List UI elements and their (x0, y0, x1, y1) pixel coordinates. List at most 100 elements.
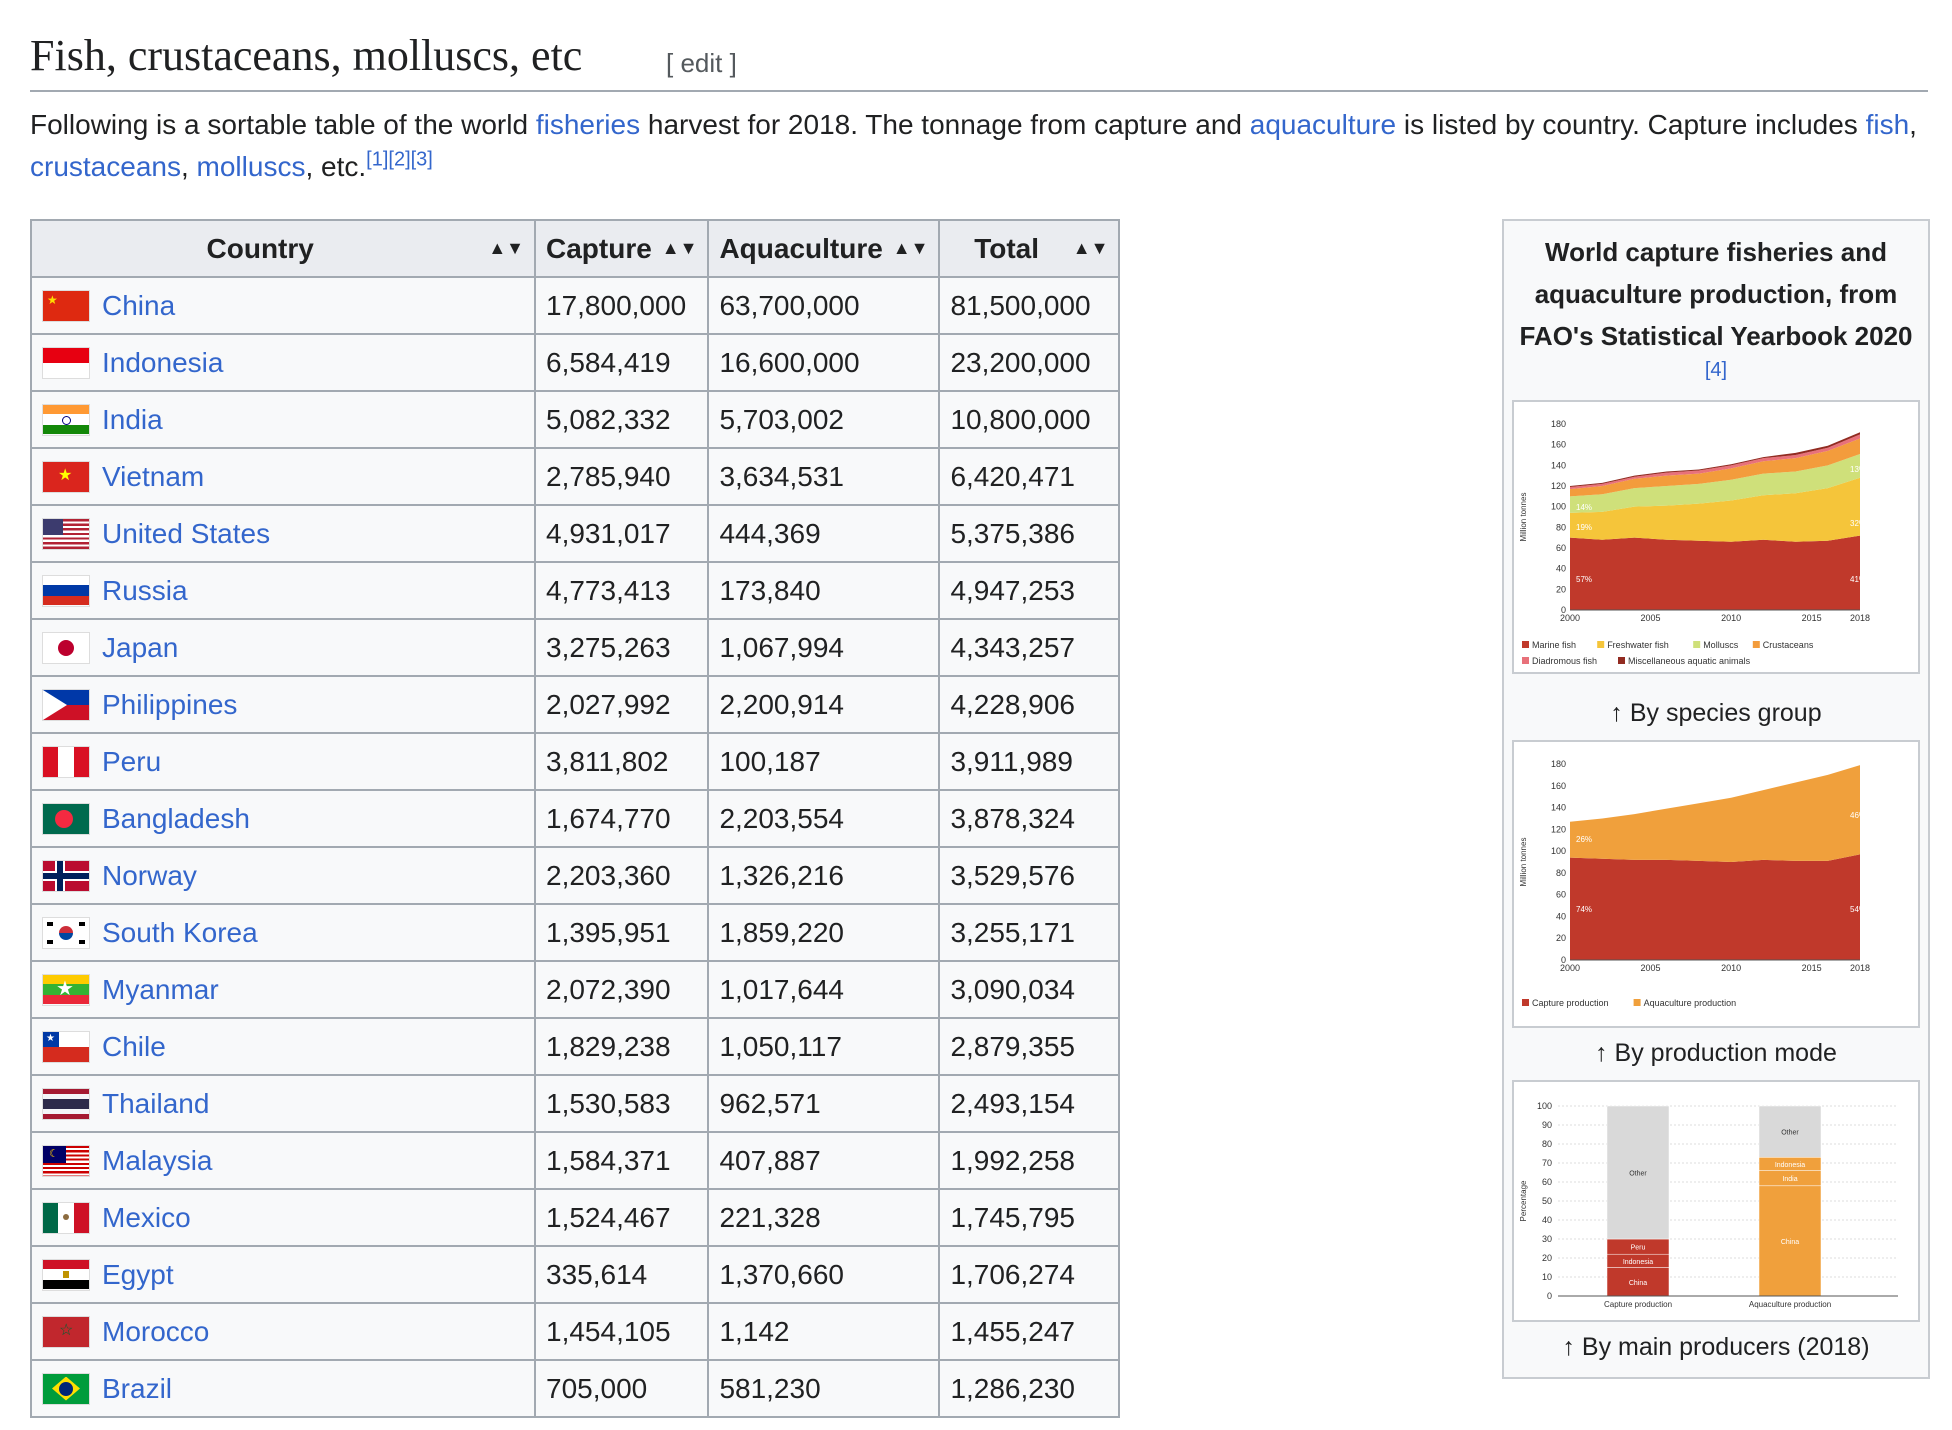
cell-aquaculture: 2,203,554 (707, 789, 941, 848)
cell-country: ★ China (30, 276, 536, 335)
country-link[interactable]: Malaysia (102, 1144, 213, 1176)
country-link[interactable]: Mexico (102, 1201, 191, 1233)
infobox-reference-link[interactable]: [4] (1704, 359, 1728, 381)
data-label: 14% (1576, 503, 1592, 512)
edit-link[interactable]: [ edit ] (666, 48, 737, 78)
cell-country: Thailand (30, 1074, 536, 1133)
area-series-crustaceans (1570, 438, 1860, 497)
y-tick-label: 160 (1551, 440, 1566, 450)
link-molluscs[interactable]: molluscs (196, 151, 306, 182)
chart-main-producers[interactable]: 0 10 20 30 40 50 60 70 80 90 100 Percentage China Ind… (1512, 1080, 1920, 1322)
flag-japan-icon (42, 631, 90, 664)
legend-swatch (1752, 641, 1760, 648)
table-row: Peru 3,811,802 100,187 3,911,989 (30, 732, 1121, 791)
country-link[interactable]: United States (102, 517, 271, 549)
legend-label: Miscellaneous aquatic animals (1628, 656, 1751, 666)
country-link[interactable]: Morocco (102, 1315, 210, 1347)
country-link[interactable]: Peru (102, 745, 162, 777)
legend-swatch (1597, 641, 1605, 648)
segment-label: Peru (1631, 1245, 1646, 1252)
column-header-country[interactable]: Country ▲▼ (30, 219, 536, 278)
country-link[interactable]: Japan (102, 631, 179, 663)
intro-paragraph: Following is a sortable table of the wor… (30, 104, 1930, 188)
flag-chile-icon: ★ (42, 1030, 90, 1063)
table-row: ★ Vietnam 2,785,940 3,634,531 6,420,471 (30, 447, 1121, 506)
intro-text: , etc. (305, 151, 367, 182)
country-link[interactable]: Brazil (102, 1372, 173, 1404)
y-tick-label: 40 (1542, 1215, 1552, 1225)
legend-swatch (1522, 999, 1529, 1006)
segment-label: Indonesia (1623, 1259, 1653, 1266)
country-link[interactable]: Chile (102, 1030, 166, 1062)
cell-country: Mexico (30, 1188, 536, 1247)
country-link[interactable]: China (102, 289, 176, 321)
table-row: Indonesia 6,584,419 16,600,000 23,200,000 (30, 333, 1121, 392)
table-row: South Korea 1,395,951 1,859,220 3,255,171 (30, 903, 1121, 962)
flag-norway-icon (42, 859, 90, 892)
table-row: Brazil 705,000 581,230 1,286,230 (30, 1359, 1121, 1418)
y-tick-label: 40 (1556, 911, 1566, 921)
legend-swatch (1633, 999, 1641, 1006)
y-tick-label: 100 (1551, 846, 1566, 856)
sort-arrows-icon[interactable]: ▲▼ (892, 238, 929, 258)
country-link[interactable]: India (102, 403, 163, 435)
country-link[interactable]: Bangladesh (102, 802, 250, 834)
sort-arrows-icon[interactable]: ▲▼ (488, 238, 524, 258)
y-tick-label: 180 (1551, 759, 1566, 769)
country-link[interactable]: Vietnam (102, 460, 205, 492)
segment-label: India (1782, 1176, 1797, 1183)
sort-arrows-icon[interactable]: ▲▼ (1072, 238, 1109, 258)
cell-capture: 335,614 (533, 1245, 710, 1304)
cell-aquaculture: 1,067,994 (707, 618, 941, 677)
country-link[interactable]: Thailand (102, 1087, 210, 1119)
chart-production-mode[interactable]: 0 20 40 60 80 100 120 140 160 180 Million tonnes 20… (1512, 740, 1920, 1028)
cell-capture: 2,072,390 (533, 960, 710, 1019)
y-tick-label: 90 (1542, 1120, 1552, 1130)
link-crustaceans[interactable]: crustaceans (30, 151, 181, 182)
cell-aquaculture: 1,326,216 (707, 846, 941, 905)
country-link[interactable]: Egypt (102, 1258, 174, 1290)
sort-arrows-icon[interactable]: ▲▼ (661, 238, 698, 258)
column-header-aquaculture[interactable]: Aquaculture ▲▼ (707, 219, 941, 278)
country-link[interactable]: Myanmar (102, 973, 219, 1005)
cell-country: Norway (30, 846, 536, 905)
country-link[interactable]: Norway (102, 859, 197, 891)
cell-aquaculture: 581,230 (707, 1359, 941, 1418)
country-link[interactable]: Indonesia (102, 346, 224, 378)
cell-country: ☆ Morocco (30, 1302, 536, 1361)
y-axis-label: Percentage (1519, 1180, 1528, 1221)
flag-myanmar-icon: ★ (42, 973, 90, 1006)
column-header-capture[interactable]: Capture ▲▼ (533, 219, 710, 278)
country-link[interactable]: South Korea (102, 916, 258, 948)
link-aquaculture[interactable]: aquaculture (1249, 109, 1397, 140)
column-header-total[interactable]: Total ▲▼ (938, 219, 1121, 278)
country-link[interactable]: Philippines (102, 688, 238, 720)
bar-segment-other (1758, 1105, 1822, 1158)
reference-links[interactable]: [1][2][3] (366, 148, 433, 171)
cell-total: 1,992,258 (938, 1131, 1121, 1190)
legend-label: Diadromous fish (1532, 656, 1597, 666)
chart-species-group[interactable]: 0 20 40 60 80 100 120 140 160 180 Million tonnes 20… (1512, 400, 1920, 674)
y-tick-label: 80 (1542, 1139, 1552, 1149)
segment-label: Indonesia (1775, 1162, 1805, 1169)
x-tick-label: 2018 (1850, 613, 1870, 623)
y-tick-label: 70 (1542, 1158, 1552, 1168)
cell-aquaculture: 221,328 (707, 1188, 941, 1247)
flag-philippines-icon (42, 688, 90, 721)
segment-label: China (1781, 1239, 1799, 1246)
table-row: United States 4,931,017 444,369 5,375,386 (30, 504, 1121, 563)
link-fisheries[interactable]: fisheries (535, 109, 641, 140)
link-fish[interactable]: fish (1865, 109, 1910, 140)
y-tick-label: 120 (1551, 824, 1566, 834)
cell-aquaculture: 1,142 (707, 1302, 941, 1361)
country-link[interactable]: Russia (102, 574, 188, 606)
cell-aquaculture: 444,369 (707, 504, 941, 563)
cell-country: Japan (30, 618, 536, 677)
flag-china-icon: ★ (42, 289, 90, 322)
cell-capture: 1,530,583 (533, 1074, 710, 1133)
cell-capture: 17,800,000 (533, 276, 710, 335)
y-tick-label: 60 (1556, 890, 1566, 900)
x-category-label: Aquaculture production (1749, 1300, 1831, 1309)
table-row: ★ China 17,800,000 63,700,000 81,500,000 (30, 276, 1121, 335)
y-tick-label: 20 (1542, 1253, 1552, 1263)
